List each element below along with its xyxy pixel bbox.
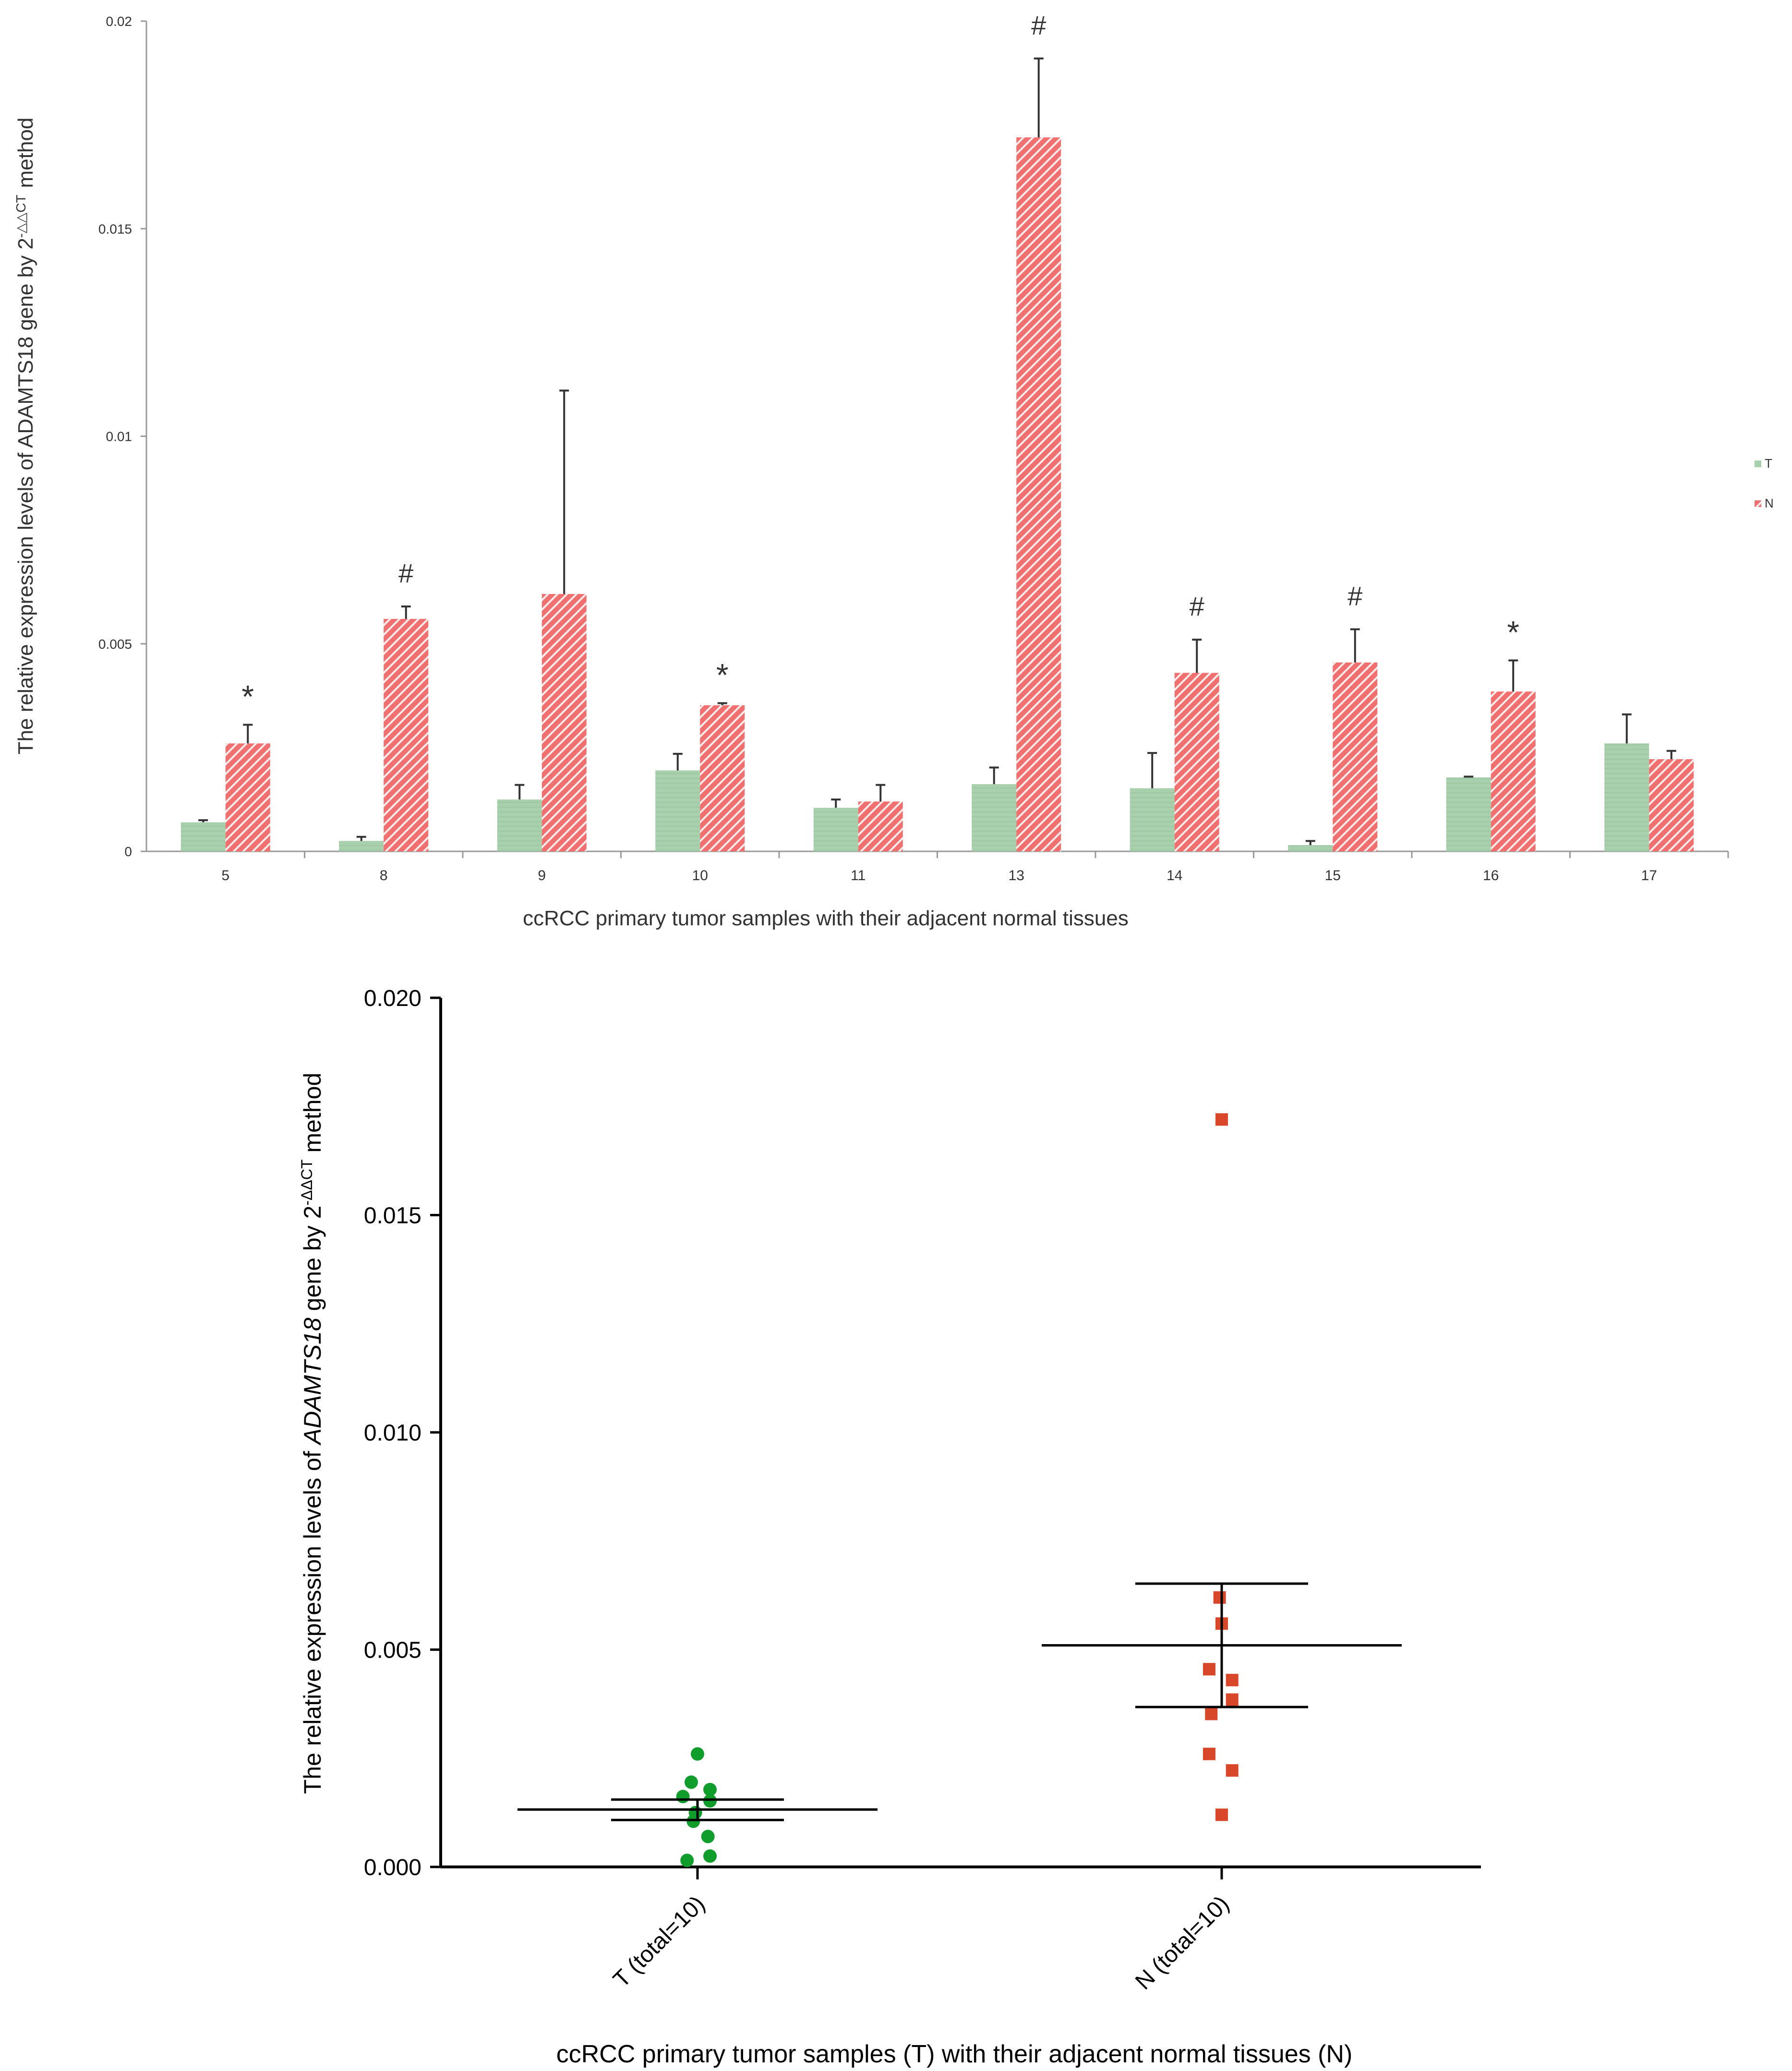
bar-y-tick-label: 0 (124, 844, 132, 859)
bar-x-tick-label: 9 (538, 868, 546, 884)
bar-tumor (339, 841, 384, 851)
bar-significance-marker: # (1347, 581, 1362, 611)
scatter-points (676, 1113, 1239, 1867)
scatter-point-tumor (703, 1849, 717, 1863)
scatter-point-normal (1215, 1113, 1228, 1126)
scatter-y-tick-label: 0.015 (364, 1203, 421, 1229)
bar-chart: 0 0.005 0.01 0.015 0.02 5 8 9 10 11 13 14 15 16 17 * #… (13, 10, 1774, 930)
bar-x-tick-label: 5 (221, 868, 229, 884)
scatter-point-normal (1226, 1764, 1239, 1777)
bar-x-tick-label: 10 (692, 868, 708, 884)
bar-x-tick-label: 11 (851, 868, 866, 884)
scatter-y-tick-label: 0.010 (364, 1420, 421, 1446)
bar-normal (1174, 673, 1219, 851)
scatter-point-normal (1226, 1673, 1239, 1686)
scatter-ylabel-suffix: method (299, 1073, 326, 1160)
bar-significance-marker: # (1031, 10, 1046, 40)
bar-ylabel-suffix: method (14, 118, 37, 188)
bar-significance-marker: # (398, 558, 413, 588)
bar-x-tick-label: 17 (1641, 868, 1657, 884)
bar-significance-marker: * (716, 657, 729, 692)
legend-label-n: N (1765, 496, 1774, 510)
scatter-point-tumor (691, 1747, 704, 1761)
scatter-x-tick-label: T (total=10) (608, 1891, 710, 1992)
bar-normal (225, 743, 270, 851)
scatter-y-ticks: 0.000 0.005 0.010 0.015 0.020 (364, 986, 441, 1880)
bar-tumor (655, 770, 700, 851)
bar-ylabel-main: The relative expression levels of ADAMTS… (14, 238, 37, 754)
bar-annotations: * # * # # # * (241, 10, 1519, 715)
scatter-ylabel-sup: -ΔΔCT (298, 1159, 315, 1205)
scatter-point-normal (1226, 1693, 1239, 1706)
scatter-point-tumor (684, 1775, 698, 1789)
scatter-point-normal (1213, 1591, 1226, 1604)
bar-x-axis-label: ccRCC primary tumor samples with their a… (523, 907, 1129, 930)
scatter-point-normal (1203, 1747, 1215, 1760)
bar-x-tick-label: 15 (1325, 868, 1341, 884)
scatter-ylabel-mid: gene by 2 (299, 1206, 326, 1318)
bar-error-bars (198, 57, 1676, 846)
bar-tumor (813, 808, 858, 851)
scatter-y-axis-label: The relative expression levels of ADAMTS… (298, 1073, 326, 1794)
scatter-chart: 0.000 0.005 0.010 0.015 0.020 T (total=10) N … (298, 986, 1481, 2068)
bar-ylabel-sup: -△△CT (13, 194, 28, 238)
legend-label-t: T (1765, 456, 1772, 471)
scatter-point-tumor (703, 1782, 717, 1796)
bar-x-tick-label: 8 (380, 868, 388, 884)
bar-normal (858, 801, 903, 851)
bar-significance-marker: # (1190, 591, 1204, 621)
scatter-y-tick-label: 0.020 (364, 986, 421, 1011)
bar-y-tick-label: 0.015 (98, 221, 132, 236)
bar-significance-marker: * (241, 678, 254, 714)
scatter-ylabel-main: The relative expression levels of (299, 1444, 326, 1794)
bar-tumor (972, 784, 1017, 851)
bar-normal (1491, 691, 1536, 851)
scatter-point-normal (1205, 1708, 1218, 1720)
scatter-point-tumor (680, 1853, 694, 1867)
bar-bars (180, 137, 1694, 851)
bar-x-tick-label: 14 (1167, 868, 1182, 884)
scatter-y-tick-label: 0.005 (364, 1638, 421, 1663)
scatter-point-normal (1203, 1663, 1215, 1676)
bar-normal (1649, 759, 1694, 851)
bar-legend: T N (1755, 456, 1774, 510)
bar-y-axis-label: The relative expression levels of ADAMTS… (13, 118, 38, 755)
bar-tumor (180, 822, 226, 851)
bar-tumor (1604, 743, 1649, 851)
bar-normal (1333, 662, 1378, 851)
bar-tumor (497, 799, 542, 851)
bar-normal (1016, 137, 1061, 851)
scatter-x-axis-label: ccRCC primary tumor samples (T) with the… (556, 2040, 1353, 2068)
scatter-point-normal (1215, 1808, 1228, 1821)
scatter-x-tick-label: N (total=10) (1131, 1891, 1234, 1995)
scatter-point-tumor (676, 1790, 690, 1804)
bar-y-tick-label: 0.02 (106, 14, 132, 29)
legend-swatch-t (1755, 460, 1761, 467)
scatter-x-ticks: T (total=10) N (total=10) (608, 1867, 1234, 1995)
bar-normal (384, 618, 429, 851)
bar-significance-marker: * (1507, 614, 1519, 650)
bar-normal (700, 705, 745, 851)
bar-tumor (1288, 845, 1333, 851)
bar-normal (541, 594, 587, 851)
bar-tumor (1446, 777, 1491, 851)
scatter-ylabel-gene: ADAMTS18 (299, 1318, 326, 1446)
bar-tumor (1130, 788, 1175, 851)
bar-y-tick-label: 0.005 (98, 637, 132, 652)
scatter-point-tumor (703, 1794, 717, 1808)
scatter-mean-sem (517, 1582, 1402, 1821)
bar-y-ticks: 0 0.005 0.01 0.015 0.02 (98, 14, 146, 859)
bar-x-tick-label: 16 (1483, 868, 1499, 884)
legend-swatch-n (1755, 500, 1761, 507)
scatter-y-tick-label: 0.000 (364, 1855, 421, 1880)
bar-x-ticks: 5 8 9 10 11 13 14 15 16 17 (221, 851, 1729, 884)
scatter-point-tumor (701, 1829, 715, 1843)
bar-x-tick-label: 13 (1009, 868, 1024, 884)
bar-y-tick-label: 0.01 (106, 429, 132, 444)
